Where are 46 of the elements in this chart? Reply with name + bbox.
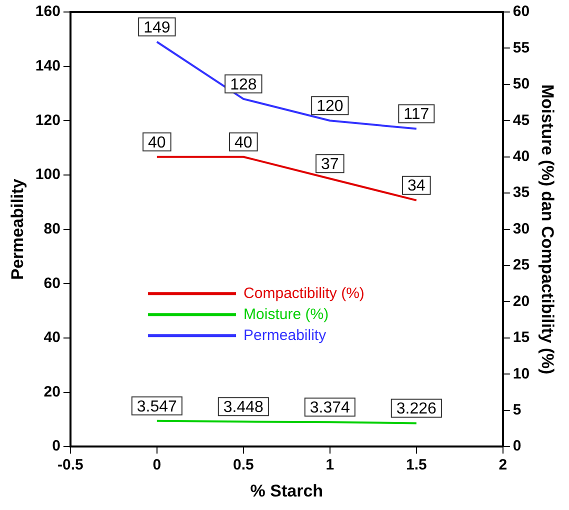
y2-tick-label: 35 (512, 184, 530, 202)
y-tick-label: 0 (52, 438, 60, 455)
y-axis-title: Permeability (8, 178, 27, 280)
y2-tick-label: 55 (512, 39, 530, 56)
x-tick-label: -0.5 (57, 456, 84, 474)
y2-tick-label: 45 (512, 112, 530, 129)
y-tick-label: 80 (44, 220, 60, 238)
text: Moisture (%) (244, 306, 329, 323)
x-tick-label: 1 (326, 456, 334, 474)
y-tick-label: 160 (35, 3, 60, 20)
y-tick-label: 60 (44, 274, 60, 292)
text: Compactibility (%) (244, 284, 364, 302)
data-label: 3.547 (136, 398, 178, 416)
x-tick-label: 0 (152, 456, 162, 474)
data-label: 40 (234, 134, 252, 152)
data-label: 34 (408, 178, 426, 195)
text: Permeability (244, 326, 327, 344)
data-label: 3.226 (396, 400, 437, 418)
data-label: 128 (230, 76, 257, 94)
y-tick-label: 140 (35, 57, 60, 74)
y2-tick-label: 30 (512, 220, 530, 238)
data-label: 149 (144, 19, 170, 36)
x-axis-title: % Starch (250, 481, 324, 500)
y-tick-label: 120 (35, 112, 60, 129)
y2-tick-label: 25 (512, 256, 530, 274)
y-tick-label: 20 (44, 383, 60, 400)
data-label: 120 (316, 98, 344, 116)
y2-axis-title: Moisture (%) dan Compactibility (%) (538, 84, 558, 374)
y2-tick-label: 10 (512, 365, 530, 382)
x-tick-label: 0.5 (232, 456, 254, 474)
data-label: 3.374 (310, 400, 350, 417)
data-label: 3.448 (223, 399, 264, 416)
y2-tick-label: 40 (512, 148, 530, 166)
data-label: 117 (404, 106, 430, 124)
x-tick-label: 2 (498, 456, 508, 474)
y-tick-label: 100 (35, 166, 60, 184)
y2-tick-label: 5 (512, 402, 522, 419)
x-tick-label: 1.5 (406, 456, 427, 474)
data-label: 37 (321, 156, 339, 174)
y2-tick-label: 0 (512, 438, 522, 455)
data-label: 40 (148, 134, 166, 152)
y2-tick-label: 20 (512, 292, 530, 310)
y2-tick-label: 60 (512, 3, 530, 20)
y-tick-label: 40 (44, 329, 60, 346)
y2-tick-label: 15 (512, 329, 530, 346)
y2-tick-label: 50 (512, 76, 530, 93)
